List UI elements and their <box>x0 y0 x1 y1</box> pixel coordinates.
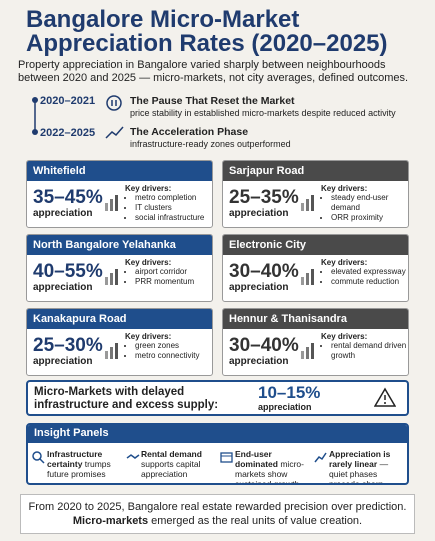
period: 2022–2025 <box>40 127 96 139</box>
driver: ORR proximity <box>331 213 407 223</box>
market-range: 40–55% <box>33 261 103 282</box>
drivers-list: rental demand driven growth <box>323 341 407 361</box>
driver: steady end-user demand <box>331 193 407 213</box>
drivers-label: Key drivers: <box>321 184 368 193</box>
market-card: North Bangalore Yelahanka 40–55% appreciat… <box>26 234 213 302</box>
drivers-label: Key drivers: <box>125 332 172 341</box>
insight: End-user dominated micro-markets show su… <box>235 449 311 485</box>
drivers-label: Key drivers: <box>125 258 172 267</box>
insight-bold: Appreciation is rarely linear <box>329 449 391 469</box>
period: 2020–2021 <box>40 95 96 107</box>
footer-line: Micro-markets emerged as the real units … <box>21 514 414 528</box>
drivers-list: elevated expresswaycommute reduction <box>323 267 407 287</box>
driver: green zones <box>135 341 211 351</box>
market-unit: appreciation <box>229 356 289 367</box>
insight: Appreciation is rarely linear — quiet ph… <box>329 449 405 485</box>
title: Bangalore Micro-Market Appreciation Rate… <box>26 6 388 57</box>
insight-panels: Insight Panels Infrastructure certainty … <box>26 423 409 485</box>
drivers-label: Key drivers: <box>125 184 172 193</box>
drivers-list: metro completionIT clusterssocial infras… <box>127 193 211 223</box>
market-unit: appreciation <box>229 282 289 293</box>
insight-title: Insight Panels <box>28 425 407 443</box>
bar-icon <box>105 343 119 359</box>
phase-text: infrastructure-ready zones outperformed <box>130 139 291 149</box>
market-card: Electronic City 30–40% appreciation Key dri… <box>222 234 409 302</box>
market-range: 30–40% <box>229 261 299 282</box>
insight-bold: End-user dominated <box>235 449 278 469</box>
footer-text: emerged as the real units of value creat… <box>148 515 363 527</box>
footer: From 2020 to 2025, Bangalore real estate… <box>20 494 415 534</box>
bar-icon <box>301 343 315 359</box>
market-unit: appreciation <box>33 282 93 293</box>
bar-icon <box>105 195 119 211</box>
driver: commute reduction <box>331 277 407 287</box>
market-range: 25–35% <box>229 187 299 208</box>
insight-text: trumps future promises <box>47 459 111 479</box>
market-range: 35–45% <box>33 187 103 208</box>
driver: PRR momentum <box>135 277 211 287</box>
footer-bold: Micro-markets <box>72 515 149 527</box>
delayed-box: Micro-Markets with delayed infrastructur… <box>26 380 409 416</box>
market-range: 25–30% <box>33 335 103 356</box>
market-name: Kanakapura Road <box>27 309 212 329</box>
drivers-list: green zonesmetro connectivity <box>127 341 211 361</box>
driver: metro completion <box>135 193 211 203</box>
insight: Rental demand supports capital appreciat… <box>141 449 217 479</box>
market-range: 30–40% <box>229 335 299 356</box>
bar-icon <box>105 269 119 285</box>
market-card: Hennur & Thanisandra 30–40% appreciation Ke… <box>222 308 409 376</box>
driver: metro connectivity <box>135 351 211 361</box>
delayed-range: 10–15% <box>258 383 321 402</box>
insight-text: supports capital appreciation <box>141 459 201 479</box>
insight-bold: Infrastructure certainty <box>47 449 103 469</box>
drivers-list: airport corridorPRR momentum <box>127 267 211 287</box>
insight-bold: Rental demand <box>141 449 202 459</box>
footer-line: From 2020 to 2025, Bangalore real estate… <box>28 501 407 513</box>
phase-heading: The Acceleration Phase <box>130 126 249 138</box>
driver: IT clusters <box>135 203 211 213</box>
market-unit: appreciation <box>33 208 93 219</box>
delayed-unit: appreciation <box>258 402 312 412</box>
market-unit: appreciation <box>229 208 289 219</box>
insight-icon <box>314 451 328 470</box>
bar-icon <box>301 195 315 211</box>
driver: airport corridor <box>135 267 211 277</box>
drivers-list: steady end-user demandORR proximity <box>323 193 407 223</box>
market-name: North Bangalore Yelahanka <box>27 235 212 255</box>
insight-text: micro-markets show sustained growth <box>235 459 304 485</box>
market-card: Whitefield 35–45% appreciation Key drivers:… <box>26 160 213 228</box>
market-card: Sarjapur Road 25–35% appreciation Key drive… <box>222 160 409 228</box>
insight-icon <box>220 451 234 470</box>
drivers-label: Key drivers: <box>321 332 368 341</box>
driver: social infrastructure <box>135 213 211 223</box>
market-name: Whitefield <box>27 161 212 181</box>
insight-icon <box>126 451 140 470</box>
driver: rental demand driven growth <box>331 341 407 361</box>
drivers-label: Key drivers: <box>321 258 368 267</box>
market-unit: appreciation <box>33 356 93 367</box>
warning-icon <box>374 387 396 407</box>
market-name: Electronic City <box>223 235 408 255</box>
delayed-label: Micro-Markets with delayed infrastructur… <box>34 386 219 411</box>
market-card: Kanakapura Road 25–30% appreciation Key dri… <box>26 308 213 376</box>
market-name: Sarjapur Road <box>223 161 408 181</box>
market-name: Hennur & Thanisandra <box>223 309 408 329</box>
phase-text: price stability in established micro-mar… <box>130 108 396 118</box>
phase-heading: The Pause That Reset the Market <box>130 95 295 107</box>
insight-text: — quiet phases precede sharp upcycles <box>329 459 389 485</box>
insight-icon <box>32 451 46 470</box>
timeline-graphic <box>32 95 124 139</box>
subtitle: Property appreciation in Bangalore varie… <box>18 59 409 84</box>
driver: elevated expressway <box>331 267 407 277</box>
insight: Infrastructure certainty trumps future p… <box>47 449 123 479</box>
bar-icon <box>301 269 315 285</box>
